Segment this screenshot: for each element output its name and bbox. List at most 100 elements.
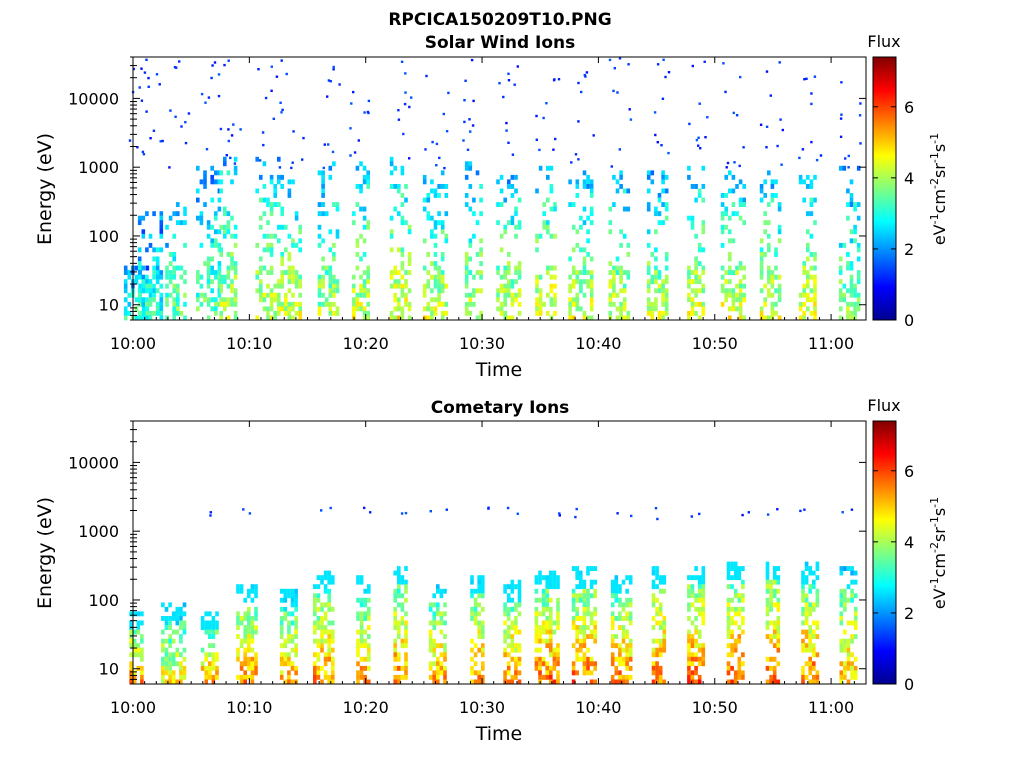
flux-cell — [255, 270, 259, 275]
flux-cell — [407, 256, 412, 262]
flux-cell — [615, 179, 620, 185]
flux-cell — [694, 301, 698, 307]
flux-cell — [436, 584, 440, 590]
flux-cell — [269, 206, 274, 212]
flux-cell — [804, 616, 809, 621]
flux-cell — [475, 252, 480, 257]
flux-cell — [129, 634, 133, 639]
flux-cell — [720, 265, 725, 271]
flux-cell — [432, 643, 436, 649]
flux-cell — [579, 629, 583, 635]
flux-cell — [534, 647, 539, 653]
flux-cell — [219, 310, 223, 316]
flux-cell — [772, 665, 777, 671]
flux-cell — [586, 593, 590, 599]
flux-cell — [217, 94, 221, 98]
flux-cell — [397, 625, 401, 630]
flux-cell — [141, 274, 146, 280]
flux-cell — [422, 315, 427, 321]
y-axis-label: Energy (eV) — [34, 133, 56, 245]
flux-cell — [506, 665, 511, 671]
flux-cell — [517, 310, 522, 316]
flux-cell — [404, 674, 408, 680]
flux-cell — [856, 165, 861, 171]
flux-cell — [320, 575, 324, 581]
flux-cell — [294, 588, 298, 594]
flux-cell — [545, 584, 549, 590]
flux-cell — [728, 256, 732, 262]
flux-cell — [269, 288, 274, 294]
flux-cell — [769, 638, 773, 644]
flux-cell — [219, 274, 223, 280]
flux-cell — [145, 58, 148, 61]
flux-cell — [389, 215, 394, 221]
flux-cell — [356, 611, 360, 617]
flux-cell — [514, 265, 518, 271]
flux-cell — [259, 288, 263, 294]
flux-cell — [236, 674, 240, 680]
flux-cell — [356, 616, 360, 621]
flux-cell — [359, 161, 363, 167]
flux-cell — [506, 597, 511, 603]
flux-cell — [262, 143, 265, 147]
flux-cell — [294, 215, 299, 221]
flux-cell — [440, 229, 445, 235]
flux-cell — [661, 179, 665, 185]
flux-cell — [514, 292, 518, 298]
flux-cell — [804, 575, 809, 581]
flux-cell — [703, 60, 706, 63]
flux-cell — [164, 661, 169, 667]
flux-cell — [320, 620, 324, 626]
flux-cell — [211, 679, 216, 685]
flux-cell — [255, 274, 259, 280]
flux-cell — [846, 638, 851, 644]
flux-cell — [145, 315, 149, 321]
flux-cell — [140, 647, 144, 653]
flux-cell — [477, 575, 481, 581]
flux-cell — [440, 256, 445, 262]
flux-cell — [481, 629, 485, 635]
flux-cell — [695, 138, 699, 142]
flux-cell — [655, 575, 659, 581]
flux-cell — [444, 283, 449, 289]
flux-cell — [259, 297, 263, 303]
flux-cell — [838, 165, 843, 171]
flux-cell — [440, 310, 445, 316]
flux-cell — [549, 233, 554, 239]
flux-cell — [332, 310, 336, 316]
flux-cell — [247, 647, 251, 653]
flux-cell — [571, 297, 576, 303]
flux-cell — [230, 179, 234, 185]
flux-cell — [507, 179, 511, 185]
flux-cell — [262, 161, 267, 167]
flux-cell — [808, 584, 812, 590]
flux-cell — [552, 652, 557, 658]
flux-cell — [464, 261, 469, 266]
flux-cell — [362, 215, 367, 221]
flux-cell — [850, 620, 854, 626]
flux-cell — [215, 611, 219, 617]
flux-cell — [199, 292, 204, 298]
flux-cell — [230, 134, 234, 137]
flux-cell — [552, 575, 557, 581]
flux-cell — [400, 220, 405, 226]
flux-cell — [534, 620, 539, 626]
flux-cell — [440, 283, 445, 289]
flux-cell — [585, 71, 589, 74]
flux-cell — [393, 625, 397, 630]
flux-cell — [549, 634, 553, 639]
flux-cell — [556, 625, 560, 630]
flux-cell — [145, 211, 149, 217]
flux-cell — [397, 579, 401, 585]
flux-cell — [510, 656, 515, 662]
flux-cell — [589, 206, 594, 212]
flux-cell — [628, 575, 633, 581]
flux-cell — [155, 274, 160, 280]
flux-cell — [280, 301, 284, 307]
flux-cell — [472, 274, 476, 280]
flux-cell — [179, 670, 183, 676]
flux-cell — [366, 184, 370, 189]
flux-cell — [701, 229, 706, 235]
flux-cell — [236, 588, 240, 594]
flux-cell — [628, 652, 633, 658]
